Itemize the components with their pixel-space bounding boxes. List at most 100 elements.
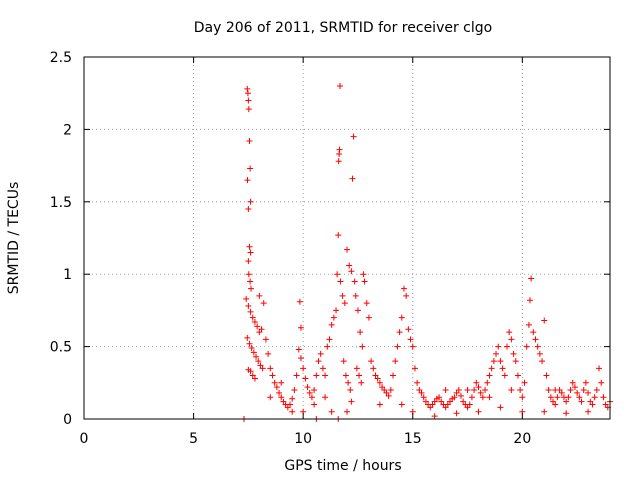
- data-point: [357, 329, 364, 336]
- data-point: [344, 246, 350, 253]
- x-tick-label: 5: [189, 431, 198, 447]
- data-point: [256, 292, 263, 299]
- data-point: [302, 375, 309, 382]
- data-point: [265, 350, 272, 357]
- data-point: [245, 97, 252, 104]
- data-point: [563, 398, 570, 405]
- data-point: [517, 387, 524, 394]
- data-point: [394, 343, 401, 350]
- data-point: [313, 372, 320, 379]
- data-point: [532, 336, 539, 343]
- y-tick-label: 1: [63, 267, 72, 283]
- data-point: [289, 408, 296, 415]
- data-point: [287, 401, 294, 408]
- data-point: [545, 387, 552, 394]
- data-point: [247, 165, 254, 172]
- data-point: [315, 358, 322, 365]
- data-point: [267, 365, 274, 372]
- data-point: [278, 379, 285, 386]
- data-point: [311, 387, 318, 394]
- data-point: [541, 408, 548, 415]
- data-point: [278, 394, 285, 401]
- y-tick-label: 0.5: [50, 340, 72, 356]
- data-point: [245, 206, 252, 213]
- data-point: [269, 372, 276, 379]
- data-point: [311, 401, 318, 408]
- data-point: [244, 177, 251, 184]
- data-point: [339, 292, 346, 299]
- data-point: [554, 394, 561, 401]
- y-tick-label: 1.5: [50, 195, 72, 211]
- data-point: [512, 358, 519, 365]
- data-point: [396, 329, 403, 336]
- data-point: [336, 82, 343, 89]
- data-point: [403, 292, 410, 299]
- data-point: [563, 410, 570, 417]
- data-point: [506, 329, 513, 336]
- data-point: [340, 358, 347, 365]
- data-point: [245, 271, 252, 278]
- data-point: [335, 232, 342, 239]
- data-point: [259, 365, 266, 372]
- data-point: [479, 394, 486, 401]
- data-point: [347, 387, 354, 394]
- data-point: [552, 387, 559, 394]
- data-point: [475, 384, 482, 391]
- data-point: [499, 365, 506, 372]
- data-point: [398, 401, 405, 408]
- data-point: [306, 389, 313, 396]
- data-point: [352, 292, 359, 299]
- data-point: [333, 307, 340, 314]
- data-point: [405, 326, 412, 333]
- data-point: [484, 379, 491, 386]
- data-point: [455, 387, 462, 394]
- data-point: [317, 350, 324, 357]
- data-point: [514, 372, 521, 379]
- data-point: [341, 300, 348, 307]
- data-point: [558, 389, 565, 396]
- data-point: [328, 321, 335, 328]
- data-point: [501, 372, 508, 379]
- grid: [84, 57, 610, 419]
- data-point: [243, 295, 250, 302]
- data-point: [247, 368, 254, 375]
- data-point: [475, 408, 482, 415]
- data-point: [245, 258, 252, 265]
- data-point: [374, 375, 381, 382]
- data-point: [334, 271, 341, 278]
- data-point: [322, 372, 329, 379]
- data-point: [255, 358, 262, 365]
- data-point: [342, 372, 349, 379]
- data-point: [322, 394, 329, 401]
- data-point: [262, 336, 269, 343]
- y-tick-label: 0: [63, 412, 72, 428]
- data-point: [361, 278, 368, 285]
- data-point: [442, 387, 449, 394]
- data-point: [539, 358, 546, 365]
- data-point: [247, 249, 254, 256]
- data-point: [407, 336, 414, 343]
- data-point: [420, 394, 427, 401]
- data-point: [482, 387, 489, 394]
- data-point: [473, 379, 480, 386]
- data-point: [503, 343, 510, 350]
- data-point: [486, 372, 493, 379]
- data-point: [466, 401, 473, 408]
- data-point: [363, 300, 370, 307]
- data-point: [525, 321, 532, 328]
- data-point: [297, 355, 304, 362]
- data-point: [528, 275, 535, 282]
- data-point: [251, 318, 258, 325]
- data-point: [267, 394, 274, 401]
- data-point: [585, 389, 592, 396]
- x-axis-label: GPS time / hours: [284, 458, 401, 474]
- data-point: [453, 410, 460, 417]
- x-tick-label: 10: [294, 431, 312, 447]
- data-point: [580, 387, 587, 394]
- data-point: [291, 387, 298, 394]
- data-point: [578, 398, 585, 405]
- data-point: [271, 379, 278, 386]
- data-point: [468, 394, 475, 401]
- data-point: [250, 349, 257, 356]
